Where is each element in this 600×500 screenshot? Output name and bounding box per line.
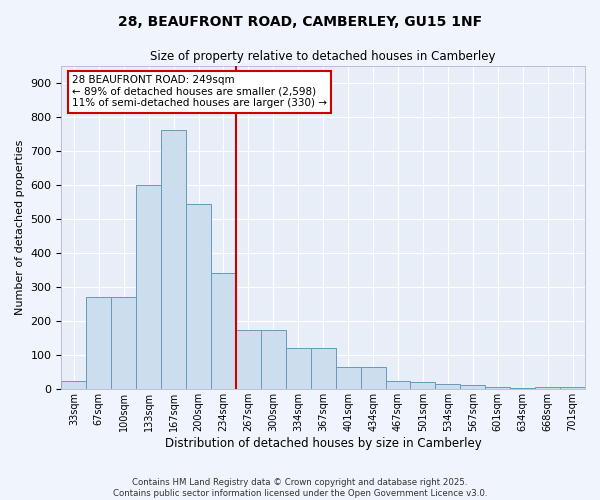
Title: Size of property relative to detached houses in Camberley: Size of property relative to detached ho… bbox=[151, 50, 496, 63]
X-axis label: Distribution of detached houses by size in Camberley: Distribution of detached houses by size … bbox=[165, 437, 482, 450]
Bar bbox=[261, 330, 286, 390]
Bar bbox=[161, 130, 186, 390]
Bar bbox=[186, 204, 211, 390]
Bar bbox=[335, 367, 361, 390]
Bar bbox=[136, 185, 161, 390]
Bar bbox=[311, 348, 335, 390]
Text: 28 BEAUFRONT ROAD: 249sqm
← 89% of detached houses are smaller (2,598)
11% of se: 28 BEAUFRONT ROAD: 249sqm ← 89% of detac… bbox=[72, 76, 327, 108]
Bar bbox=[86, 298, 111, 390]
Bar bbox=[111, 298, 136, 390]
Bar bbox=[460, 385, 485, 390]
Text: 28, BEAUFRONT ROAD, CAMBERLEY, GU15 1NF: 28, BEAUFRONT ROAD, CAMBERLEY, GU15 1NF bbox=[118, 15, 482, 29]
Bar bbox=[410, 382, 436, 390]
Text: Contains HM Land Registry data © Crown copyright and database right 2025.
Contai: Contains HM Land Registry data © Crown c… bbox=[113, 478, 487, 498]
Bar bbox=[361, 367, 386, 390]
Bar bbox=[211, 274, 236, 390]
Bar bbox=[485, 386, 510, 390]
Bar bbox=[510, 388, 535, 390]
Bar bbox=[236, 330, 261, 390]
Bar bbox=[436, 384, 460, 390]
Y-axis label: Number of detached properties: Number of detached properties bbox=[15, 140, 25, 315]
Bar bbox=[286, 348, 311, 390]
Bar bbox=[535, 386, 560, 390]
Bar bbox=[560, 386, 585, 390]
Bar bbox=[386, 381, 410, 390]
Bar bbox=[61, 381, 86, 390]
